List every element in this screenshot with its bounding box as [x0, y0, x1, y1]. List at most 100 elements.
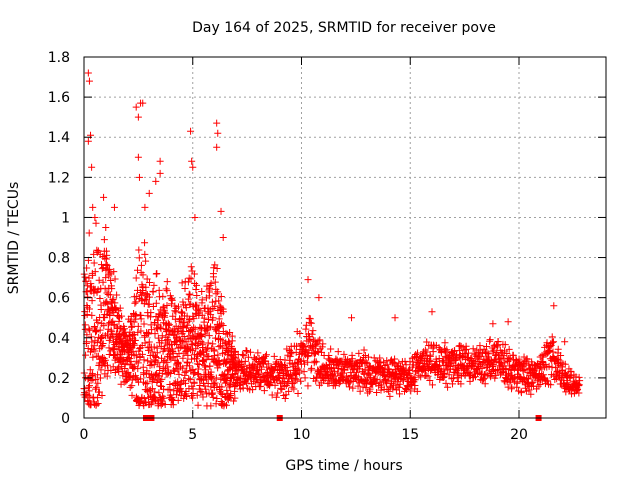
data-point	[475, 351, 483, 359]
data-point	[145, 189, 153, 197]
data-point	[262, 351, 270, 359]
data-point	[309, 336, 317, 344]
data-point	[519, 367, 527, 375]
data-point	[402, 361, 410, 369]
data-point	[348, 314, 356, 322]
data-point	[132, 103, 140, 111]
data-point	[132, 351, 140, 359]
data-point	[191, 279, 199, 287]
data-point	[261, 377, 269, 385]
data-point	[554, 345, 562, 353]
data-point	[493, 343, 501, 351]
data-point	[231, 387, 239, 395]
y-tick-label: 1.8	[48, 50, 70, 66]
data-point	[507, 366, 515, 374]
data-point	[338, 369, 346, 377]
data-point	[149, 375, 157, 383]
data-point	[306, 315, 314, 323]
data-point	[98, 392, 106, 400]
data-point	[135, 173, 143, 181]
x-tick-label: 0	[80, 427, 89, 443]
data-point	[481, 380, 489, 388]
data-point	[131, 299, 139, 307]
data-point	[88, 311, 96, 319]
data-point	[144, 346, 152, 354]
data-point	[89, 345, 97, 353]
data-point	[202, 385, 210, 393]
data-point	[479, 360, 487, 368]
data-point	[356, 387, 364, 395]
data-point	[306, 335, 314, 343]
data-point	[524, 381, 532, 389]
data-point	[132, 311, 140, 319]
data-point	[278, 361, 286, 369]
data-point	[523, 355, 531, 363]
data-point	[301, 374, 309, 382]
data-point	[115, 317, 123, 325]
data-point	[217, 389, 225, 397]
data-point	[134, 365, 142, 373]
data-point	[413, 387, 421, 395]
data-point	[120, 325, 128, 333]
data-point	[345, 383, 353, 391]
data-point	[84, 137, 92, 145]
data-point	[196, 382, 204, 390]
data-point	[575, 389, 583, 397]
data-point	[119, 356, 127, 364]
data-point	[222, 359, 230, 367]
data-point	[215, 323, 223, 331]
data-point	[152, 299, 160, 307]
data-point	[88, 297, 96, 305]
data-point	[192, 281, 200, 289]
data-point	[205, 308, 213, 316]
data-point	[312, 341, 320, 349]
data-point	[457, 380, 465, 388]
data-point	[227, 390, 235, 398]
data-point	[199, 393, 207, 401]
data-point	[354, 382, 362, 390]
data-point	[199, 341, 207, 349]
data-point	[91, 268, 99, 276]
data-point	[451, 355, 459, 363]
data-point	[158, 332, 166, 340]
data-point	[244, 353, 252, 361]
data-point	[557, 352, 565, 360]
data-point	[239, 365, 247, 373]
data-point	[90, 342, 98, 350]
data-point	[213, 264, 221, 272]
data-point	[105, 270, 113, 278]
data-point	[148, 326, 156, 334]
data-point	[142, 380, 150, 388]
data-point	[204, 339, 212, 347]
data-point	[187, 127, 195, 135]
data-point	[440, 373, 448, 381]
data-point	[93, 327, 101, 335]
data-point	[144, 357, 152, 365]
data-point	[198, 296, 206, 304]
data-point	[217, 207, 225, 215]
data-point	[81, 273, 89, 281]
y-tick-label: 1	[61, 210, 70, 226]
data-point	[163, 358, 171, 366]
data-point	[263, 363, 271, 371]
data-point	[249, 386, 257, 394]
data-point	[501, 341, 509, 349]
data-point	[173, 360, 181, 368]
data-point	[360, 346, 368, 354]
data-point	[217, 293, 225, 301]
data-point	[146, 293, 154, 301]
data-point	[260, 373, 268, 381]
data-point	[231, 394, 239, 402]
data-point	[184, 321, 192, 329]
data-point	[257, 365, 265, 373]
data-point	[254, 349, 262, 357]
data-point	[152, 270, 160, 278]
data-point	[414, 349, 422, 357]
data-point	[164, 337, 172, 345]
data-point	[132, 374, 140, 382]
data-point	[174, 396, 182, 404]
data-point	[128, 322, 136, 330]
data-point	[255, 369, 263, 377]
data-point	[301, 343, 309, 351]
data-point	[146, 361, 154, 369]
